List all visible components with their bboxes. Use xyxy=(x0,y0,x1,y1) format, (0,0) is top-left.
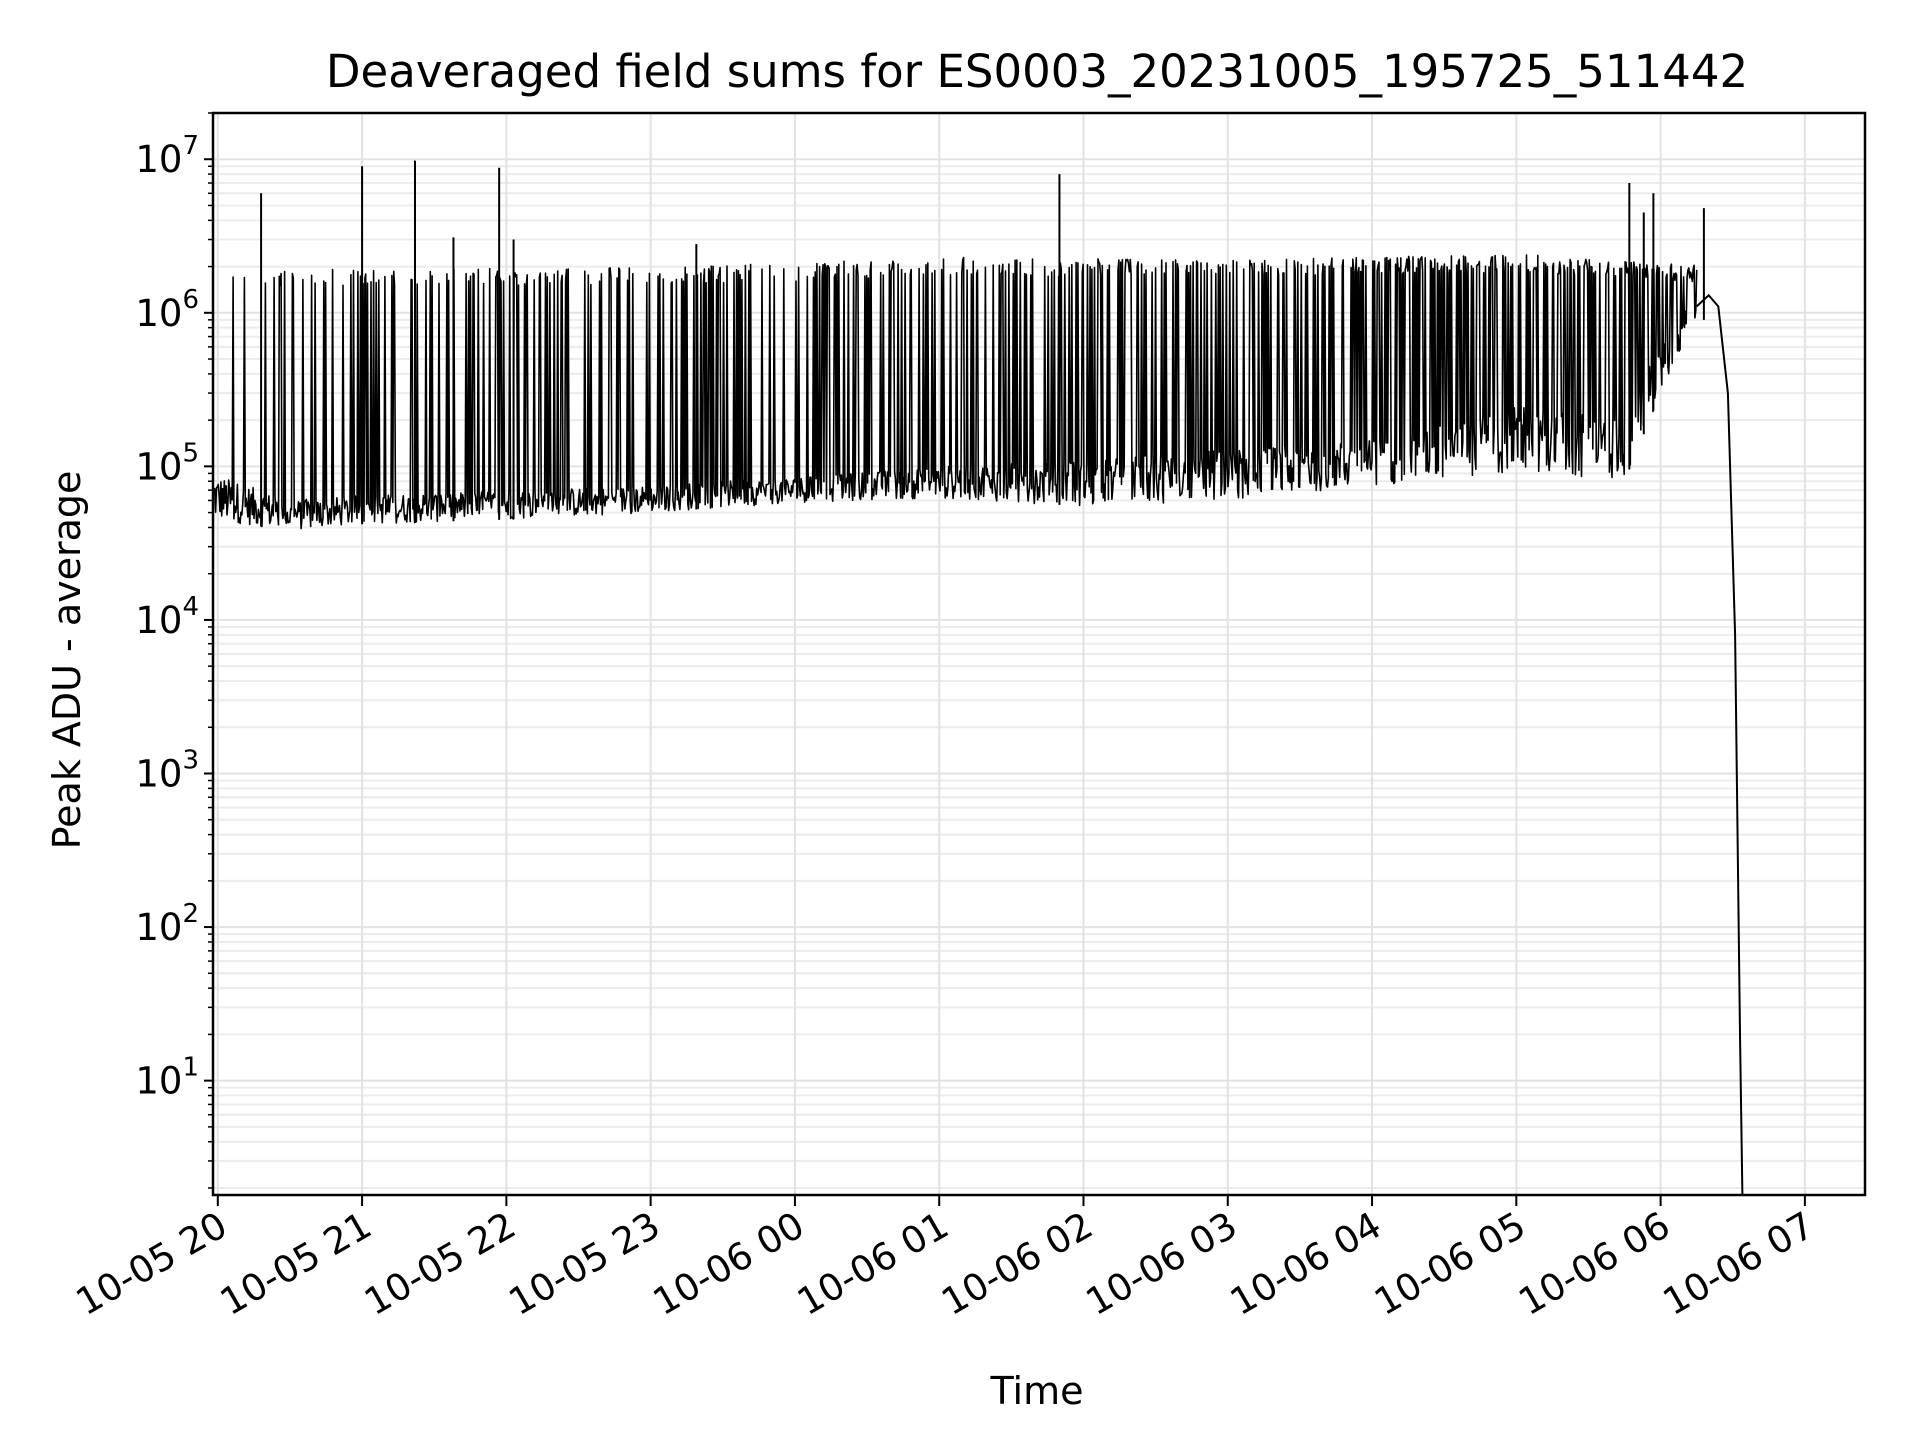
x-tick-label: 10-05 23 xyxy=(502,1204,668,1324)
chart-title: Deaveraged field sums for ES0003_2023100… xyxy=(326,45,1748,98)
y-tick-label: 101 xyxy=(135,1053,199,1103)
x-tick-label: 10-05 22 xyxy=(357,1204,523,1324)
y-tick-label: 103 xyxy=(135,745,199,795)
x-axis-label: Time xyxy=(990,1369,1084,1413)
y-tick-label: 107 xyxy=(135,131,199,181)
y-tick-label: 105 xyxy=(135,438,199,488)
y-tick-label: 106 xyxy=(135,285,199,335)
y-tick-label: 102 xyxy=(135,899,199,949)
series-path-noise xyxy=(212,254,1698,530)
series-line xyxy=(212,160,1744,1196)
x-tick-label: 10-06 05 xyxy=(1367,1204,1533,1324)
x-tick-label: 10-06 03 xyxy=(1079,1204,1245,1324)
x-tick-label: 10-06 02 xyxy=(934,1204,1100,1324)
y-axis-ticks: 101 102 103 104 105 106 107 xyxy=(135,112,213,1189)
x-tick-label: 10-06 04 xyxy=(1223,1204,1389,1324)
y-axis-label: Peak ADU - average xyxy=(45,471,89,850)
x-tick-label: 10-06 06 xyxy=(1512,1204,1678,1324)
grid-lines xyxy=(213,112,1865,1195)
x-tick-label: 10-05 21 xyxy=(213,1204,379,1324)
x-tick-label: 10-05 20 xyxy=(69,1204,235,1324)
y-tick-label: 104 xyxy=(135,592,199,642)
x-tick-label: 10-06 01 xyxy=(790,1204,956,1324)
x-tick-label: 10-06 07 xyxy=(1656,1204,1822,1324)
series-path-tail xyxy=(1696,293,1744,1196)
x-tick-label: 10-06 00 xyxy=(646,1204,812,1324)
